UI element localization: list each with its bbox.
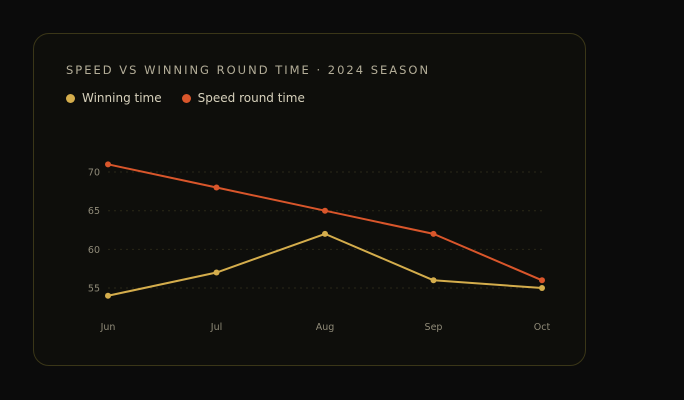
data-point <box>105 161 111 168</box>
x-tick-label: Jul <box>210 322 222 333</box>
legend-label-winning-time: Winning time <box>82 91 162 105</box>
data-point <box>322 230 328 237</box>
x-tick-label: Aug <box>316 322 335 333</box>
chart-card: SPEED VS WINNING ROUND TIME · 2024 SEASO… <box>33 33 586 366</box>
series-line <box>107 163 543 282</box>
series-line <box>107 232 543 297</box>
legend-item-speed-round-time: Speed round time <box>181 91 305 105</box>
x-tick-label: Jun <box>100 322 116 333</box>
legend-item-winning-time: Winning time <box>66 91 162 105</box>
data-point <box>105 292 111 299</box>
legend-swatch-speed-round-time <box>181 93 191 103</box>
y-tick-label: 65 <box>88 206 100 217</box>
data-point <box>539 285 545 291</box>
data-point <box>539 277 545 284</box>
x-tick-label: Sep <box>425 322 443 333</box>
y-tick-label: 70 <box>88 168 100 179</box>
data-point <box>322 207 328 214</box>
y-tick-label: 55 <box>88 284 100 295</box>
data-point <box>213 184 220 191</box>
legend-swatch-winning-time <box>66 93 75 103</box>
y-tick-label: 60 <box>88 245 100 256</box>
data-point <box>430 230 437 237</box>
x-tick-label: Oct <box>534 322 551 333</box>
chart-legend: Winning time Speed round time <box>66 91 325 105</box>
data-point <box>213 269 220 276</box>
data-point <box>430 277 437 284</box>
chart-title: SPEED VS WINNING ROUND TIME · 2024 SEASO… <box>66 63 431 77</box>
line-chart: 55 60 65 70 Jun Jul Aug Sep Oct <box>88 161 551 333</box>
legend-label-speed-round-time: Speed round time <box>197 91 305 105</box>
